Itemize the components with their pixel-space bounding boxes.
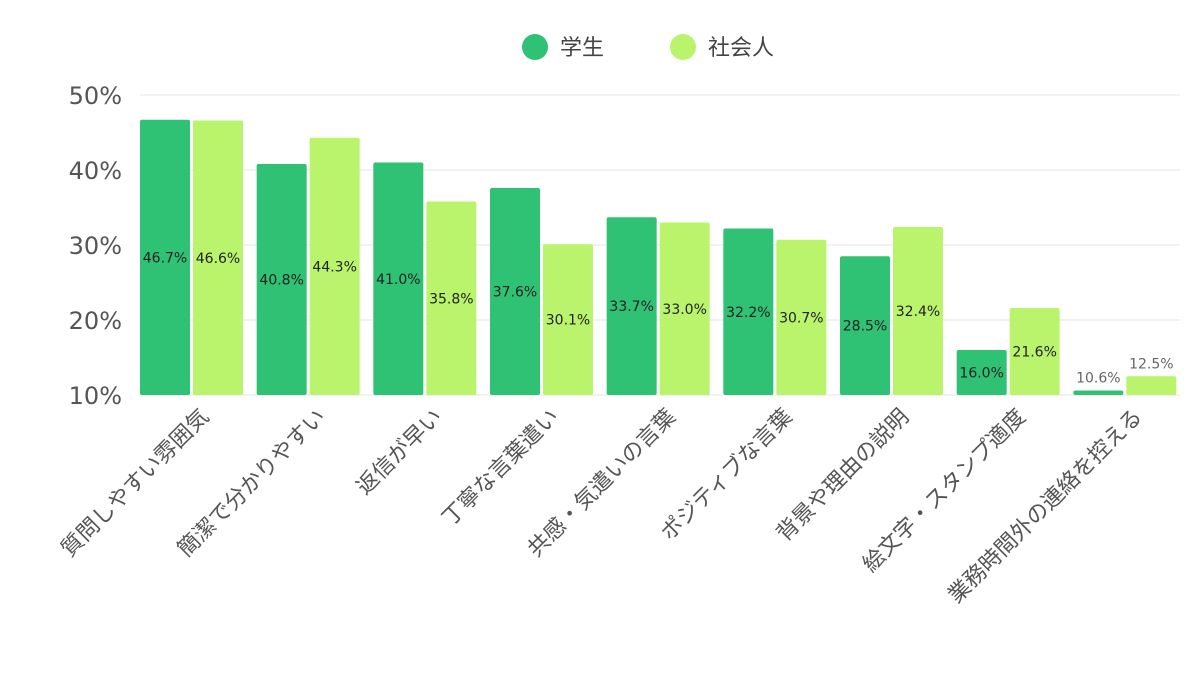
bar-student [956, 350, 1007, 395]
legend: 学生 社会人 [522, 34, 774, 61]
data-label: 21.6% [1012, 345, 1056, 361]
bar-worker [543, 244, 593, 395]
data-label: 16.0% [959, 366, 1003, 382]
data-labels: 46.7% 46.6% 40.8% 44.3% 41.0% 35.8% 37.6% 30.1%… [143, 250, 1174, 386]
y-tick-label: 10% [69, 382, 122, 410]
y-tick-label: 30% [69, 232, 122, 260]
data-label: 12.5% [1129, 356, 1173, 372]
data-label: 35.8% [429, 291, 473, 307]
bar-worker [309, 137, 360, 395]
y-tick-label: 20% [69, 307, 122, 335]
bar-worker [893, 227, 943, 395]
bar-student [606, 217, 657, 395]
data-label: 10.6% [1076, 371, 1120, 387]
bar-student [140, 119, 190, 395]
data-label: 32.2% [726, 305, 770, 321]
y-axis: 10% 20% 30% 40% 50% [69, 82, 122, 410]
bar-student [840, 256, 890, 395]
data-label: 30.1% [546, 313, 590, 329]
y-tick-label: 40% [69, 157, 122, 185]
legend-swatch [522, 34, 548, 60]
category-label: 返信が早い [352, 405, 447, 500]
data-label: 46.7% [143, 250, 187, 266]
legend-label: 社会人 [708, 36, 774, 61]
data-label: 41.0% [376, 272, 420, 288]
bar-worker [776, 239, 827, 395]
data-label: 30.7% [779, 310, 823, 326]
bar-student [723, 228, 774, 395]
data-label: 46.6% [196, 251, 240, 267]
legend-swatch [670, 34, 696, 60]
bar-student [373, 162, 424, 395]
category-label: 丁寧な言葉遣い [438, 405, 565, 532]
data-label: 44.3% [312, 259, 356, 275]
bar-student [1073, 390, 1124, 395]
bars [140, 119, 1177, 395]
bar-worker [659, 222, 710, 395]
data-label: 37.6% [493, 285, 537, 301]
data-label: 33.7% [609, 299, 653, 315]
bar-worker [1126, 376, 1177, 395]
bar-worker [193, 120, 243, 395]
bar-student [490, 188, 540, 395]
legend-label: 学生 [560, 36, 604, 61]
y-tick-label: 50% [69, 82, 122, 110]
data-label: 40.8% [259, 273, 303, 289]
category-label: 業務時間外の連絡を控える [944, 405, 1148, 609]
data-label: 32.4% [896, 304, 940, 320]
bar-student [256, 164, 307, 395]
bar-worker [426, 201, 477, 395]
bar-worker [1009, 308, 1060, 395]
data-label: 33.0% [662, 302, 706, 318]
data-label: 28.5% [843, 319, 887, 335]
